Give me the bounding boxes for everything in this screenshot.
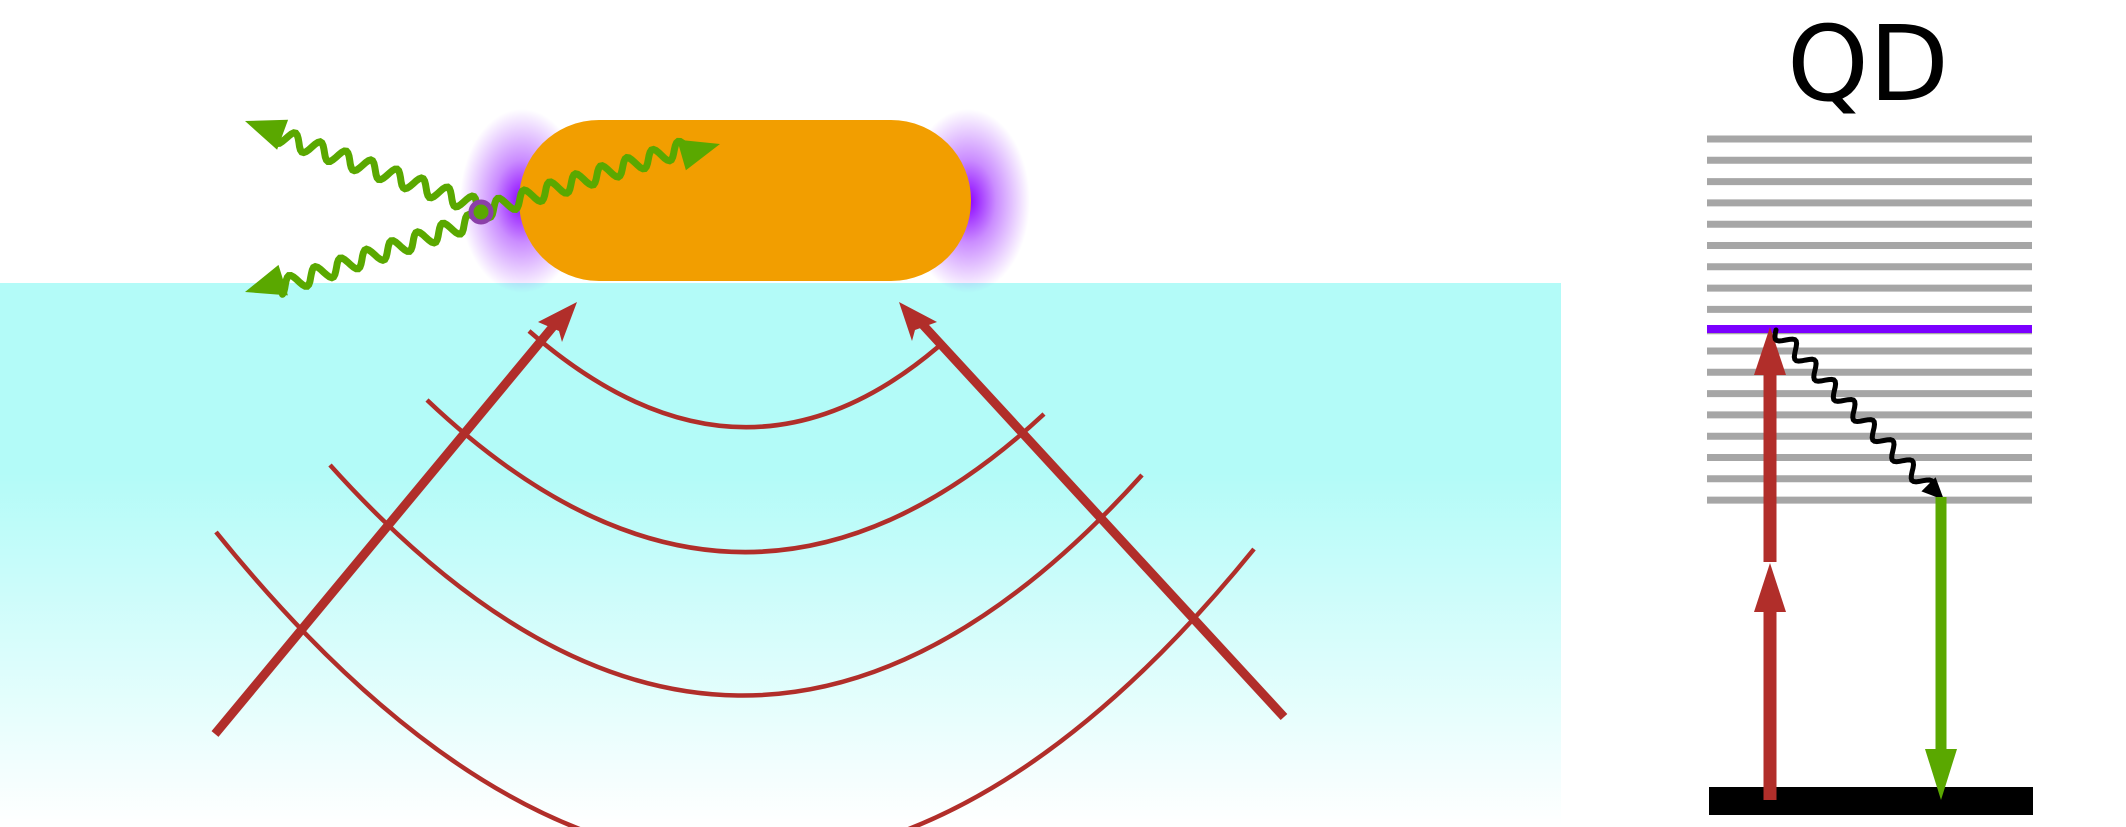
arrowhead-icon (1925, 749, 1957, 800)
excitation-arrow-lower (1754, 563, 1786, 800)
ground-state-level (1709, 787, 2033, 815)
relaxation-wave (1772, 327, 1936, 485)
acoustic-wavefronts (214, 329, 1256, 827)
qd-energy-levels (1707, 135, 2032, 504)
water-medium (0, 283, 1561, 827)
arrowhead-icon (1754, 327, 1786, 375)
arrowhead-icon (899, 302, 937, 341)
wavefront-1 (527, 329, 940, 430)
qd-label: QD (1787, 3, 1949, 125)
wavefront-3 (328, 463, 1144, 698)
arrowhead-icon (538, 302, 577, 342)
emission-arrow (1925, 497, 1957, 800)
arrowhead-icon (1921, 477, 1944, 500)
photon-wave-in (477, 137, 696, 222)
nanorod (519, 120, 971, 281)
photon-wave-out-lower (279, 210, 481, 298)
arrowhead-icon (245, 264, 288, 296)
arrowhead-icon (1754, 563, 1786, 612)
arrowhead-icon (677, 139, 720, 171)
photon-wave-out-upper (273, 129, 481, 211)
excitation-arrow-upper (1754, 327, 1786, 562)
acoustic-beam-left (211, 302, 577, 737)
arrowhead-icon (245, 119, 289, 150)
acoustic-beam-right (899, 302, 1288, 721)
photon-arrows (245, 119, 720, 298)
wavefront-4 (214, 530, 1256, 827)
wavefront-2 (425, 398, 1046, 555)
quantum-dot (468, 199, 494, 225)
